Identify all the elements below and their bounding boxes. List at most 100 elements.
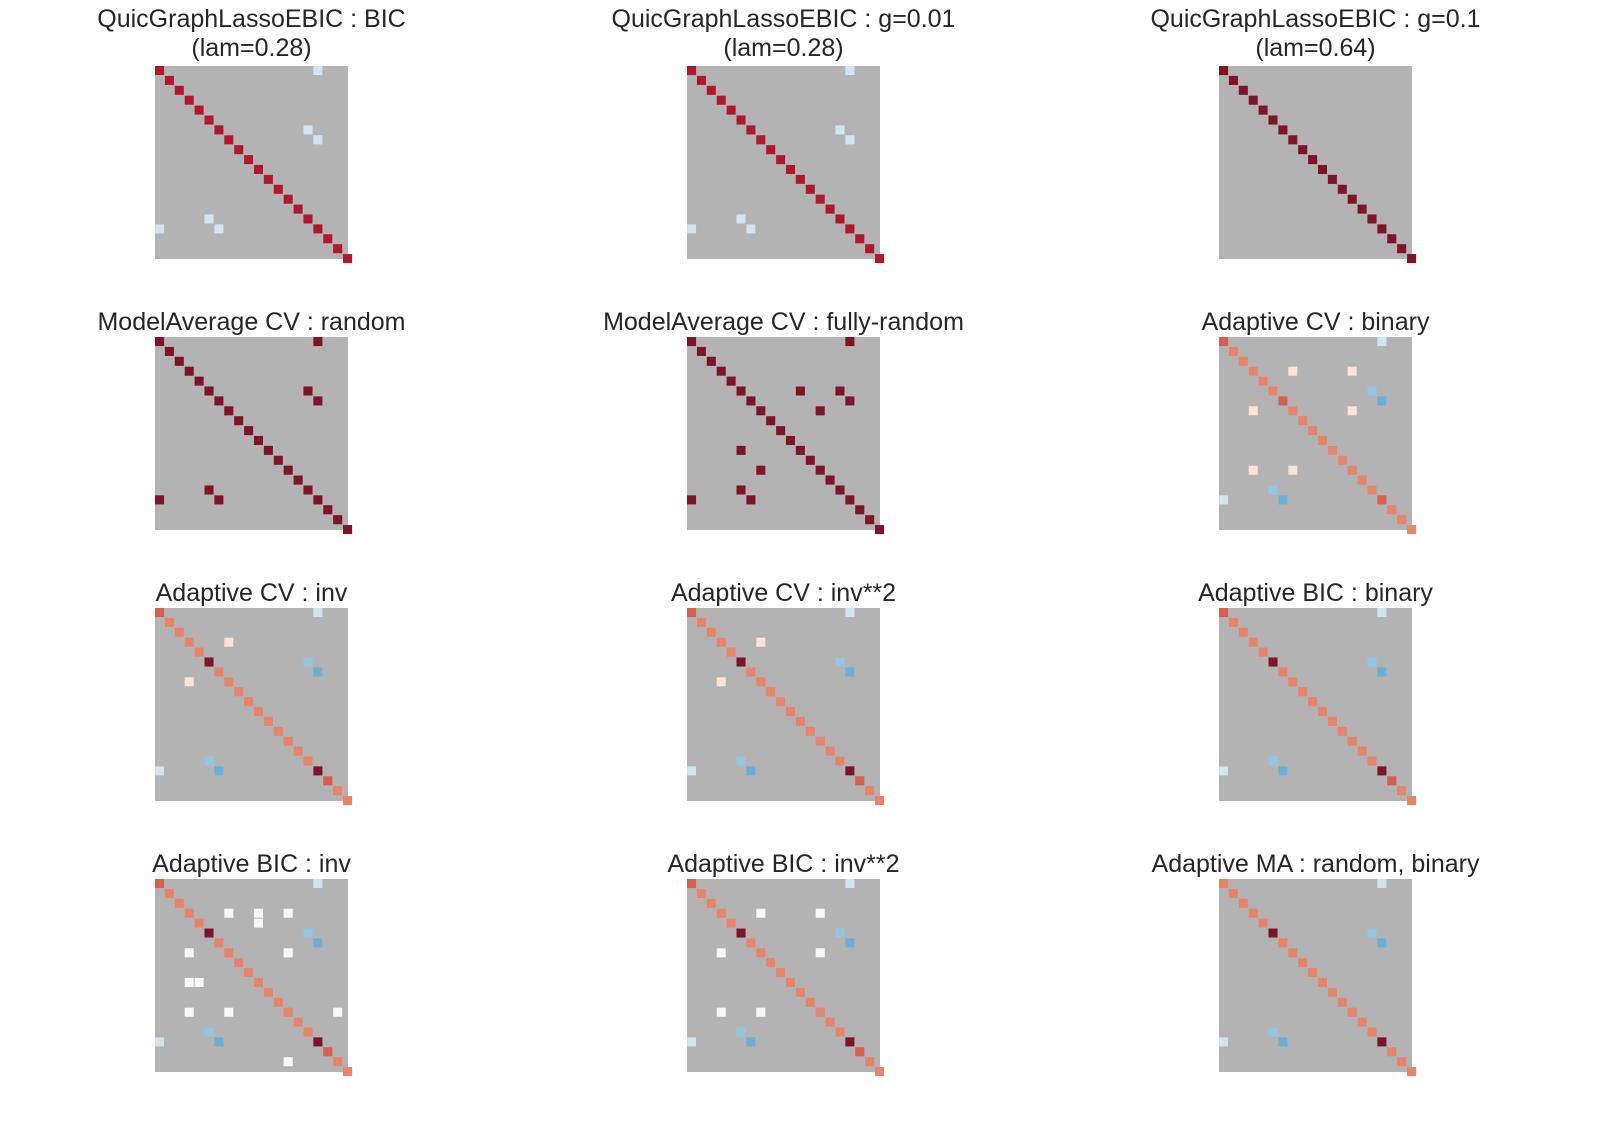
matrix-cell	[835, 928, 845, 938]
matrix-cell	[1367, 386, 1377, 396]
diagonal-cell	[1258, 647, 1268, 657]
diagonal-cell	[283, 736, 293, 746]
diagonal-cell	[1308, 697, 1318, 707]
heatmap-matrix	[155, 337, 353, 535]
matrix-cell	[845, 608, 855, 618]
diagonal-cell	[756, 948, 766, 958]
heatmap-panel: ModelAverage CV : fully-random	[514, 275, 1054, 555]
matrix-cell	[756, 637, 766, 647]
diagonal-cell	[815, 736, 825, 746]
matrix-cell	[1347, 366, 1357, 376]
heatmap-matrix	[1219, 337, 1417, 535]
matrix-cell	[1219, 1037, 1229, 1047]
diagonal-cell	[726, 105, 736, 115]
diagonal-cell	[795, 174, 805, 184]
matrix-cell	[283, 948, 293, 958]
matrix-cell	[716, 948, 726, 958]
matrix-cell	[1268, 485, 1278, 495]
matrix-cell	[313, 938, 323, 948]
panel-title: Adaptive CV : inv	[155, 579, 348, 607]
diagonal-cell	[1387, 505, 1397, 515]
matrix-cell	[1219, 495, 1229, 505]
diagonal-cell	[1219, 337, 1229, 347]
diagonal-cell	[164, 888, 174, 898]
diagonal-cell	[1347, 736, 1357, 746]
heatmap-panel: Adaptive CV : inv	[0, 546, 522, 826]
diagonal-cell	[244, 697, 254, 707]
diagonal-cell	[746, 125, 756, 135]
matrix-cell	[1219, 766, 1229, 776]
matrix-cell	[845, 66, 855, 76]
matrix-cell	[845, 135, 855, 145]
diagonal-cell	[776, 426, 786, 436]
diagonal-cell	[706, 356, 716, 366]
diagonal-cell	[313, 1037, 323, 1047]
diagonal-cell	[865, 515, 875, 525]
matrix-cell	[736, 445, 746, 455]
diagonal-cell	[716, 908, 726, 918]
matrix-cell	[716, 677, 726, 687]
matrix-cell	[214, 766, 224, 776]
diagonal-cell	[303, 214, 313, 224]
matrix-cell	[845, 396, 855, 406]
diagonal-cell	[1327, 987, 1337, 997]
matrix-cell	[204, 485, 214, 495]
matrix-cell	[835, 125, 845, 135]
diagonal-cell	[785, 164, 796, 175]
diagonal-cell	[234, 958, 244, 968]
diagonal-cell	[263, 174, 273, 184]
diagonal-cell	[214, 938, 224, 948]
diagonal-cell	[855, 1047, 865, 1057]
diagonal-cell	[194, 105, 204, 115]
diagonal-cell	[835, 485, 845, 495]
heatmap-panel: ModelAverage CV : random	[0, 275, 522, 555]
diagonal-cell	[1219, 879, 1229, 889]
diagonal-cell	[1258, 918, 1268, 928]
heatmap-matrix	[687, 66, 885, 264]
heatmap-matrix	[1219, 879, 1417, 1077]
diagonal-cell	[253, 977, 264, 988]
diagonal-cell	[1367, 1027, 1377, 1037]
diagonal-cell	[706, 898, 716, 908]
diagonal-cell	[875, 254, 885, 264]
matrix-cell	[313, 337, 323, 347]
diagonal-cell	[204, 115, 214, 125]
panel-title: Adaptive MA : random, binary	[1151, 850, 1480, 878]
diagonal-cell	[244, 155, 254, 165]
diagonal-cell	[726, 918, 736, 928]
diagonal-cell	[776, 155, 786, 165]
matrix-cell	[303, 386, 313, 396]
matrix-cell	[155, 766, 165, 776]
diagonal-cell	[845, 1037, 855, 1047]
diagonal-cell	[1377, 495, 1387, 505]
diagonal-cell	[313, 224, 323, 234]
diagonal-cell	[825, 1017, 835, 1027]
diagonal-cell	[845, 766, 855, 776]
diagonal-cell	[716, 637, 726, 647]
matrix-cell	[313, 396, 323, 406]
matrix-cell	[1377, 667, 1387, 677]
matrix-cell	[1377, 608, 1387, 618]
matrix-cell	[845, 879, 855, 889]
matrix-cell	[224, 637, 234, 647]
heatmap-matrix	[155, 66, 353, 264]
matrix-cell	[1288, 465, 1298, 475]
diagonal-cell	[756, 406, 766, 416]
diagonal-cell	[805, 997, 815, 1007]
matrix-cell	[283, 1057, 293, 1067]
diagonal-cell	[815, 194, 825, 204]
diagonal-cell	[323, 776, 333, 786]
diagonal-cell	[696, 617, 706, 627]
diagonal-cell	[1367, 756, 1377, 766]
diagonal-cell	[1357, 1017, 1367, 1027]
diagonal-cell	[184, 908, 194, 918]
diagonal-cell	[1397, 515, 1407, 525]
diagonal-cell	[1357, 746, 1367, 756]
diagonal-cell	[706, 85, 716, 95]
diagonal-cell	[184, 95, 194, 105]
diagonal-cell	[736, 386, 746, 396]
heatmap-matrix	[687, 337, 885, 535]
diagonal-cell	[214, 125, 224, 135]
diagonal-cell	[1288, 948, 1298, 958]
diagonal-cell	[234, 145, 244, 155]
